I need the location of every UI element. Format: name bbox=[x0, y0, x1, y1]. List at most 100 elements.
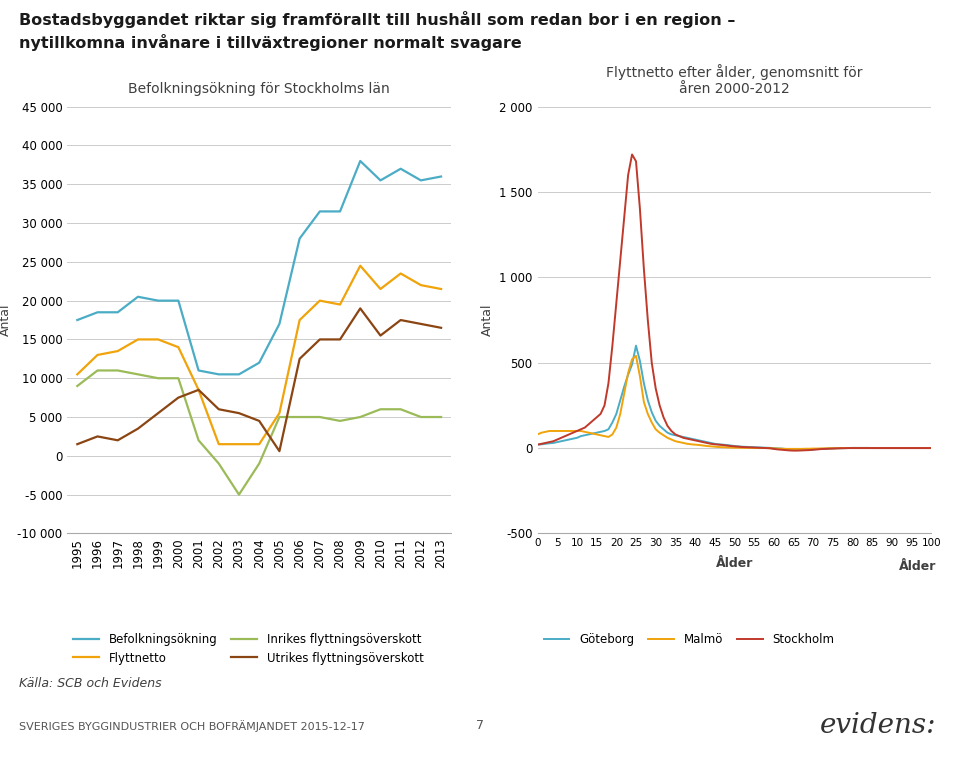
Befolkningsökning bbox=[415, 176, 426, 185]
Utrikes flyttningsöverskott bbox=[132, 424, 144, 434]
Malmö bbox=[717, 443, 729, 452]
Utrikes flyttningsöverskott bbox=[274, 447, 285, 456]
Malmö bbox=[815, 443, 827, 453]
Befolkningsökning bbox=[334, 207, 346, 216]
Title: Flyttnetto efter ålder, genomsnitt för
åren 2000-2012: Flyttnetto efter ålder, genomsnitt för å… bbox=[606, 64, 863, 96]
Inrikes flyttningsöverskott bbox=[92, 366, 104, 375]
Malmö bbox=[772, 444, 783, 453]
Malmö bbox=[532, 430, 543, 439]
Stockholm bbox=[532, 440, 543, 450]
Flyttnetto bbox=[294, 315, 305, 325]
Befolkningsökning bbox=[72, 315, 84, 325]
Utrikes flyttningsöverskott bbox=[213, 405, 225, 414]
Göteborg bbox=[560, 436, 571, 445]
Flyttnetto bbox=[253, 440, 265, 449]
Göteborg bbox=[925, 443, 937, 453]
Flyttnetto bbox=[435, 284, 446, 293]
Flyttnetto bbox=[153, 335, 164, 344]
Inrikes flyttningsöverskott bbox=[415, 412, 426, 421]
Befolkningsökning bbox=[253, 358, 265, 367]
Inrikes flyttningsöverskott bbox=[374, 405, 386, 414]
Inrikes flyttningsöverskott bbox=[213, 459, 225, 468]
Utrikes flyttningsöverskott bbox=[395, 315, 406, 325]
Y-axis label: Antal: Antal bbox=[0, 304, 12, 336]
Flyttnetto bbox=[173, 343, 184, 352]
Line: Flyttnetto: Flyttnetto bbox=[78, 266, 441, 444]
Befolkningsökning bbox=[153, 296, 164, 306]
Utrikes flyttningsöverskott bbox=[374, 331, 386, 340]
Utrikes flyttningsöverskott bbox=[193, 386, 204, 395]
Text: Ålder: Ålder bbox=[899, 560, 936, 573]
Legend: Befolkningsökning, Flyttnetto, Inrikes flyttningsöverskott, Utrikes flyttningsöv: Befolkningsökning, Flyttnetto, Inrikes f… bbox=[73, 633, 423, 665]
Befolkningsökning bbox=[193, 366, 204, 375]
Line: Göteborg: Göteborg bbox=[538, 346, 931, 450]
Stockholm bbox=[787, 446, 799, 455]
Line: Malmö: Malmö bbox=[538, 356, 931, 449]
Göteborg bbox=[532, 440, 543, 450]
Malmö bbox=[630, 351, 641, 360]
Flyttnetto bbox=[415, 280, 426, 290]
Utrikes flyttningsöverskott bbox=[253, 416, 265, 425]
Inrikes flyttningsöverskott bbox=[274, 412, 285, 421]
Inrikes flyttningsöverskott bbox=[354, 412, 366, 421]
Flyttnetto bbox=[112, 347, 124, 356]
Inrikes flyttningsöverskott bbox=[395, 405, 406, 414]
Göteborg bbox=[635, 357, 646, 366]
Flyttnetto bbox=[334, 300, 346, 309]
Inrikes flyttningsöverskott bbox=[112, 366, 124, 375]
Göteborg bbox=[630, 341, 641, 351]
Y-axis label: Antal: Antal bbox=[481, 304, 493, 336]
Inrikes flyttningsöverskott bbox=[294, 412, 305, 421]
Flyttnetto bbox=[314, 296, 325, 306]
Legend: Göteborg, Malmö, Stockholm: Göteborg, Malmö, Stockholm bbox=[543, 633, 834, 646]
Text: Källa: SCB och Evidens: Källa: SCB och Evidens bbox=[19, 677, 162, 690]
Utrikes flyttningsöverskott bbox=[435, 323, 446, 332]
Text: SVERIGES BYGGINDUSTRIER OCH BOFRÄMJANDET 2015-12-17: SVERIGES BYGGINDUSTRIER OCH BOFRÄMJANDET… bbox=[19, 719, 365, 732]
Flyttnetto bbox=[213, 440, 225, 449]
Befolkningsökning bbox=[314, 207, 325, 216]
Befolkningsökning bbox=[132, 292, 144, 301]
Line: Befolkningsökning: Befolkningsökning bbox=[78, 161, 441, 374]
Göteborg bbox=[815, 444, 827, 453]
Inrikes flyttningsöverskott bbox=[193, 436, 204, 445]
Inrikes flyttningsöverskott bbox=[435, 412, 446, 421]
Title: Befolkningsökning för Stockholms län: Befolkningsökning för Stockholms län bbox=[129, 82, 390, 96]
Göteborg bbox=[835, 443, 847, 453]
Befolkningsökning bbox=[213, 370, 225, 379]
Flyttnetto bbox=[193, 386, 204, 395]
Text: evidens:: evidens: bbox=[820, 712, 936, 739]
Inrikes flyttningsöverskott bbox=[253, 459, 265, 468]
Befolkningsökning bbox=[92, 308, 104, 317]
Göteborg bbox=[800, 445, 811, 454]
Malmö bbox=[780, 444, 791, 453]
Inrikes flyttningsöverskott bbox=[153, 373, 164, 383]
Utrikes flyttningsöverskott bbox=[314, 335, 325, 344]
Utrikes flyttningsöverskott bbox=[233, 408, 245, 418]
Befolkningsökning bbox=[233, 370, 245, 379]
Stockholm bbox=[815, 444, 827, 453]
Flyttnetto bbox=[233, 440, 245, 449]
Inrikes flyttningsöverskott bbox=[314, 412, 325, 421]
Stockholm bbox=[635, 204, 646, 213]
Utrikes flyttningsöverskott bbox=[294, 354, 305, 363]
Befolkningsökning bbox=[112, 308, 124, 317]
Flyttnetto bbox=[72, 370, 84, 379]
Inrikes flyttningsöverskott bbox=[334, 416, 346, 425]
Utrikes flyttningsöverskott bbox=[153, 408, 164, 418]
Flyttnetto bbox=[374, 284, 386, 293]
Flyttnetto bbox=[274, 408, 285, 418]
Text: 7: 7 bbox=[476, 719, 484, 732]
Befolkningsökning bbox=[374, 176, 386, 185]
Line: Stockholm: Stockholm bbox=[538, 155, 931, 450]
Flyttnetto bbox=[92, 351, 104, 360]
Malmö bbox=[635, 372, 646, 381]
Utrikes flyttningsöverskott bbox=[354, 304, 366, 313]
Stockholm bbox=[835, 443, 847, 453]
Utrikes flyttningsöverskott bbox=[415, 319, 426, 328]
Stockholm bbox=[560, 431, 571, 440]
Malmö bbox=[925, 443, 937, 453]
Malmö bbox=[835, 443, 847, 453]
Flyttnetto bbox=[132, 335, 144, 344]
Göteborg bbox=[772, 443, 783, 453]
Stockholm bbox=[772, 445, 783, 454]
